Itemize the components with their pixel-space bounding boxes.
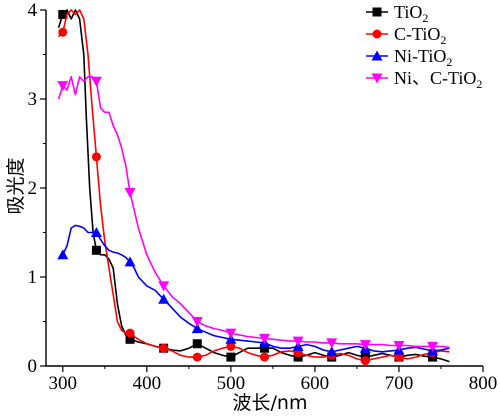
series-4-point-1 bbox=[57, 81, 69, 92]
series-1-point-2 bbox=[91, 245, 101, 255]
series-1-point-1 bbox=[58, 9, 68, 19]
series-4-point-2 bbox=[90, 76, 102, 87]
series-2-point-10 bbox=[360, 356, 370, 366]
legend-entry-2: C-TiO2 bbox=[366, 24, 446, 47]
series-2-point-1 bbox=[58, 27, 68, 37]
series-4-point-12 bbox=[427, 341, 439, 352]
series-3-point-3 bbox=[124, 256, 136, 267]
series-1 bbox=[57, 9, 450, 363]
series-3-point-4 bbox=[158, 293, 170, 304]
series-4-point-11 bbox=[393, 341, 405, 352]
series-2 bbox=[58, 9, 450, 366]
series-4-point-7 bbox=[259, 333, 270, 344]
x-tick-label-1: 300 bbox=[49, 373, 78, 394]
legend-entry-3: Ni-TiO2 bbox=[366, 46, 452, 69]
legend-label-2: C-TiO2 bbox=[394, 24, 446, 47]
series-4-point-10 bbox=[359, 340, 371, 351]
series-4 bbox=[57, 76, 450, 352]
series-line-3 bbox=[58, 224, 450, 353]
legend-entry-4: Ni、C-TiO2 bbox=[366, 68, 482, 91]
series-1-point-5 bbox=[192, 339, 202, 349]
x-tick-label-5: 700 bbox=[385, 373, 414, 394]
x-tick-label-2: 400 bbox=[133, 373, 162, 394]
series-4-point-4 bbox=[158, 281, 170, 292]
series-1-point-3 bbox=[125, 334, 135, 344]
y-tick-label-2: 1 bbox=[28, 267, 38, 288]
axes: 300 400 500 600 700 800 0 1 2 3 4 bbox=[28, 0, 498, 394]
series-4-point-6 bbox=[225, 328, 237, 339]
series-2-point-4 bbox=[159, 343, 169, 353]
plot-area bbox=[57, 9, 450, 366]
series-4-point-3 bbox=[124, 187, 136, 198]
series-line-2 bbox=[58, 9, 450, 362]
series-3-point-5 bbox=[191, 323, 203, 334]
legend-marker-2 bbox=[372, 29, 382, 39]
y-tick-label-4: 3 bbox=[28, 89, 38, 110]
legend-marker-4 bbox=[371, 73, 383, 84]
series-line-1 bbox=[57, 9, 450, 363]
series-3 bbox=[57, 224, 450, 357]
legend-label-3: Ni-TiO2 bbox=[394, 46, 452, 69]
x-tick-label-4: 600 bbox=[301, 373, 330, 394]
series-2-point-6 bbox=[226, 341, 236, 351]
y-tick-label-1: 0 bbox=[28, 356, 38, 377]
legend-marker-3 bbox=[371, 50, 383, 61]
x-axis-title: 波长/nm bbox=[233, 392, 308, 414]
series-4-point-5 bbox=[191, 317, 203, 327]
series-2-point-11 bbox=[394, 352, 404, 362]
y-axis-title: 吸光度 bbox=[5, 157, 27, 214]
x-tick-label-6: 800 bbox=[469, 373, 498, 394]
legend-label-4: Ni、C-TiO2 bbox=[394, 68, 482, 91]
legend-entry-1: TiO2 bbox=[366, 2, 428, 25]
series-2-point-3 bbox=[125, 328, 135, 338]
x-tick-label-3: 500 bbox=[217, 373, 246, 394]
series-line-4 bbox=[57, 76, 450, 349]
series-2-point-5 bbox=[192, 352, 202, 362]
y-tick-label-5: 4 bbox=[28, 0, 38, 21]
y-tick-label-3: 2 bbox=[28, 178, 38, 199]
series-2-point-2 bbox=[91, 152, 101, 162]
legend-marker-1 bbox=[372, 7, 382, 17]
series-3-point-9 bbox=[326, 346, 338, 357]
series-4-point-8 bbox=[292, 336, 304, 347]
series-1-point-7 bbox=[260, 343, 269, 353]
series-3-point-6 bbox=[225, 333, 237, 344]
legend-label-1: TiO2 bbox=[394, 2, 428, 25]
series-4-point-9 bbox=[326, 338, 338, 349]
series-3-point-1 bbox=[57, 249, 69, 260]
series-1-point-6 bbox=[226, 352, 236, 362]
series-3-point-2 bbox=[90, 227, 102, 237]
series-2-point-7 bbox=[260, 352, 269, 362]
